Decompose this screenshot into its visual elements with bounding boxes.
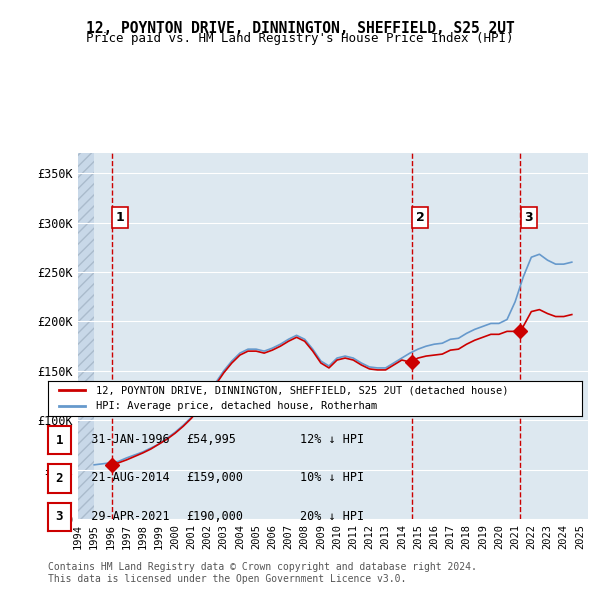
Text: £190,000: £190,000 xyxy=(186,510,243,523)
Text: 12% ↓ HPI: 12% ↓ HPI xyxy=(300,433,364,446)
Text: 2: 2 xyxy=(416,211,425,224)
Text: 1: 1 xyxy=(115,211,124,224)
Text: 20% ↓ HPI: 20% ↓ HPI xyxy=(300,510,364,523)
Text: £54,995: £54,995 xyxy=(186,433,236,446)
Text: 3: 3 xyxy=(56,510,63,523)
Text: 3: 3 xyxy=(524,211,533,224)
Text: 29-APR-2021: 29-APR-2021 xyxy=(77,510,169,523)
Text: Price paid vs. HM Land Registry's House Price Index (HPI): Price paid vs. HM Land Registry's House … xyxy=(86,32,514,45)
Text: 10% ↓ HPI: 10% ↓ HPI xyxy=(300,471,364,484)
Text: 1: 1 xyxy=(56,434,63,447)
Text: 31-JAN-1996: 31-JAN-1996 xyxy=(77,433,169,446)
Text: £159,000: £159,000 xyxy=(186,471,243,484)
Text: 12, POYNTON DRIVE, DINNINGTON, SHEFFIELD, S25 2UT: 12, POYNTON DRIVE, DINNINGTON, SHEFFIELD… xyxy=(86,21,514,35)
Bar xyxy=(78,153,94,519)
Text: HPI: Average price, detached house, Rotherham: HPI: Average price, detached house, Roth… xyxy=(96,401,377,411)
Text: 21-AUG-2014: 21-AUG-2014 xyxy=(77,471,169,484)
Text: Contains HM Land Registry data © Crown copyright and database right 2024.
This d: Contains HM Land Registry data © Crown c… xyxy=(48,562,477,584)
Text: 2: 2 xyxy=(56,472,63,485)
Text: 12, POYNTON DRIVE, DINNINGTON, SHEFFIELD, S25 2UT (detached house): 12, POYNTON DRIVE, DINNINGTON, SHEFFIELD… xyxy=(96,385,509,395)
